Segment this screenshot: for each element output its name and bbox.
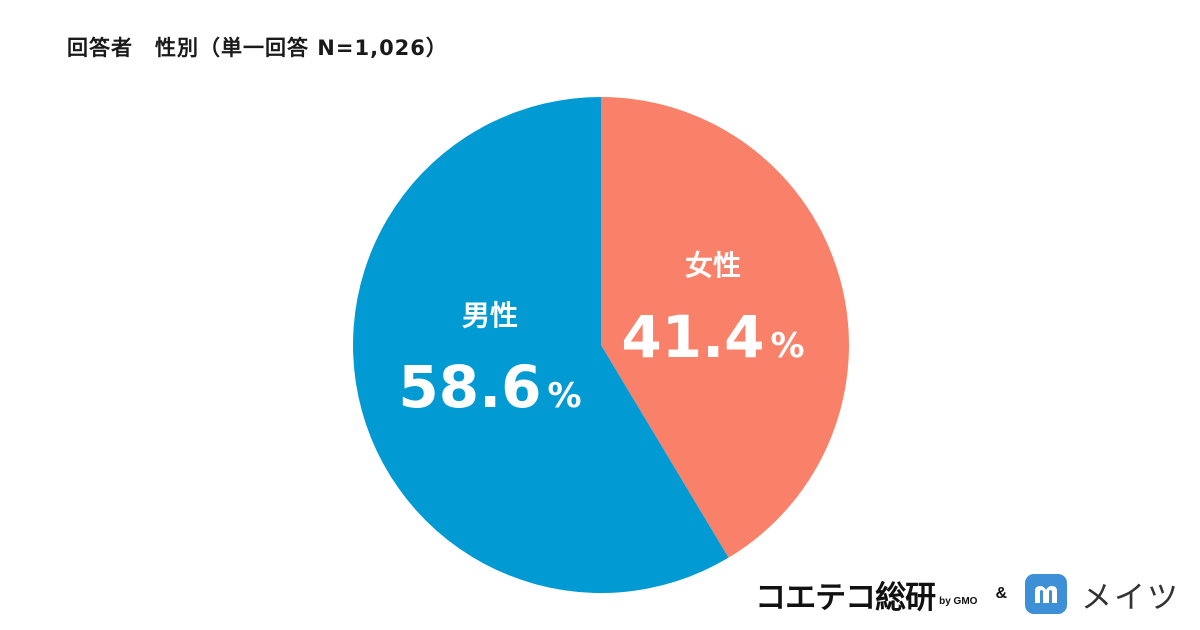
slice-label-name: 男性 xyxy=(462,299,518,332)
kotekote-logo-text: コエテコ総研 xyxy=(755,579,936,616)
slice-label-value: 58.6% xyxy=(398,353,581,421)
pie-slice-female xyxy=(601,97,850,558)
ampersand: & xyxy=(995,585,1007,602)
footer-logos: コエテコ総研 by GMO & メイツ xyxy=(755,572,1180,616)
pie-slice-male xyxy=(353,97,729,593)
chart-title: 回答者 性別（単一回答 N=1,026） xyxy=(67,36,448,60)
meitsu-logo-text: メイツ xyxy=(1081,579,1180,616)
slice-label-value: 41.4% xyxy=(621,303,804,371)
gmo-suffix: by GMO xyxy=(939,595,978,607)
slice-label-name: 女性 xyxy=(685,249,741,282)
meitsu-logo-icon xyxy=(1025,574,1067,614)
